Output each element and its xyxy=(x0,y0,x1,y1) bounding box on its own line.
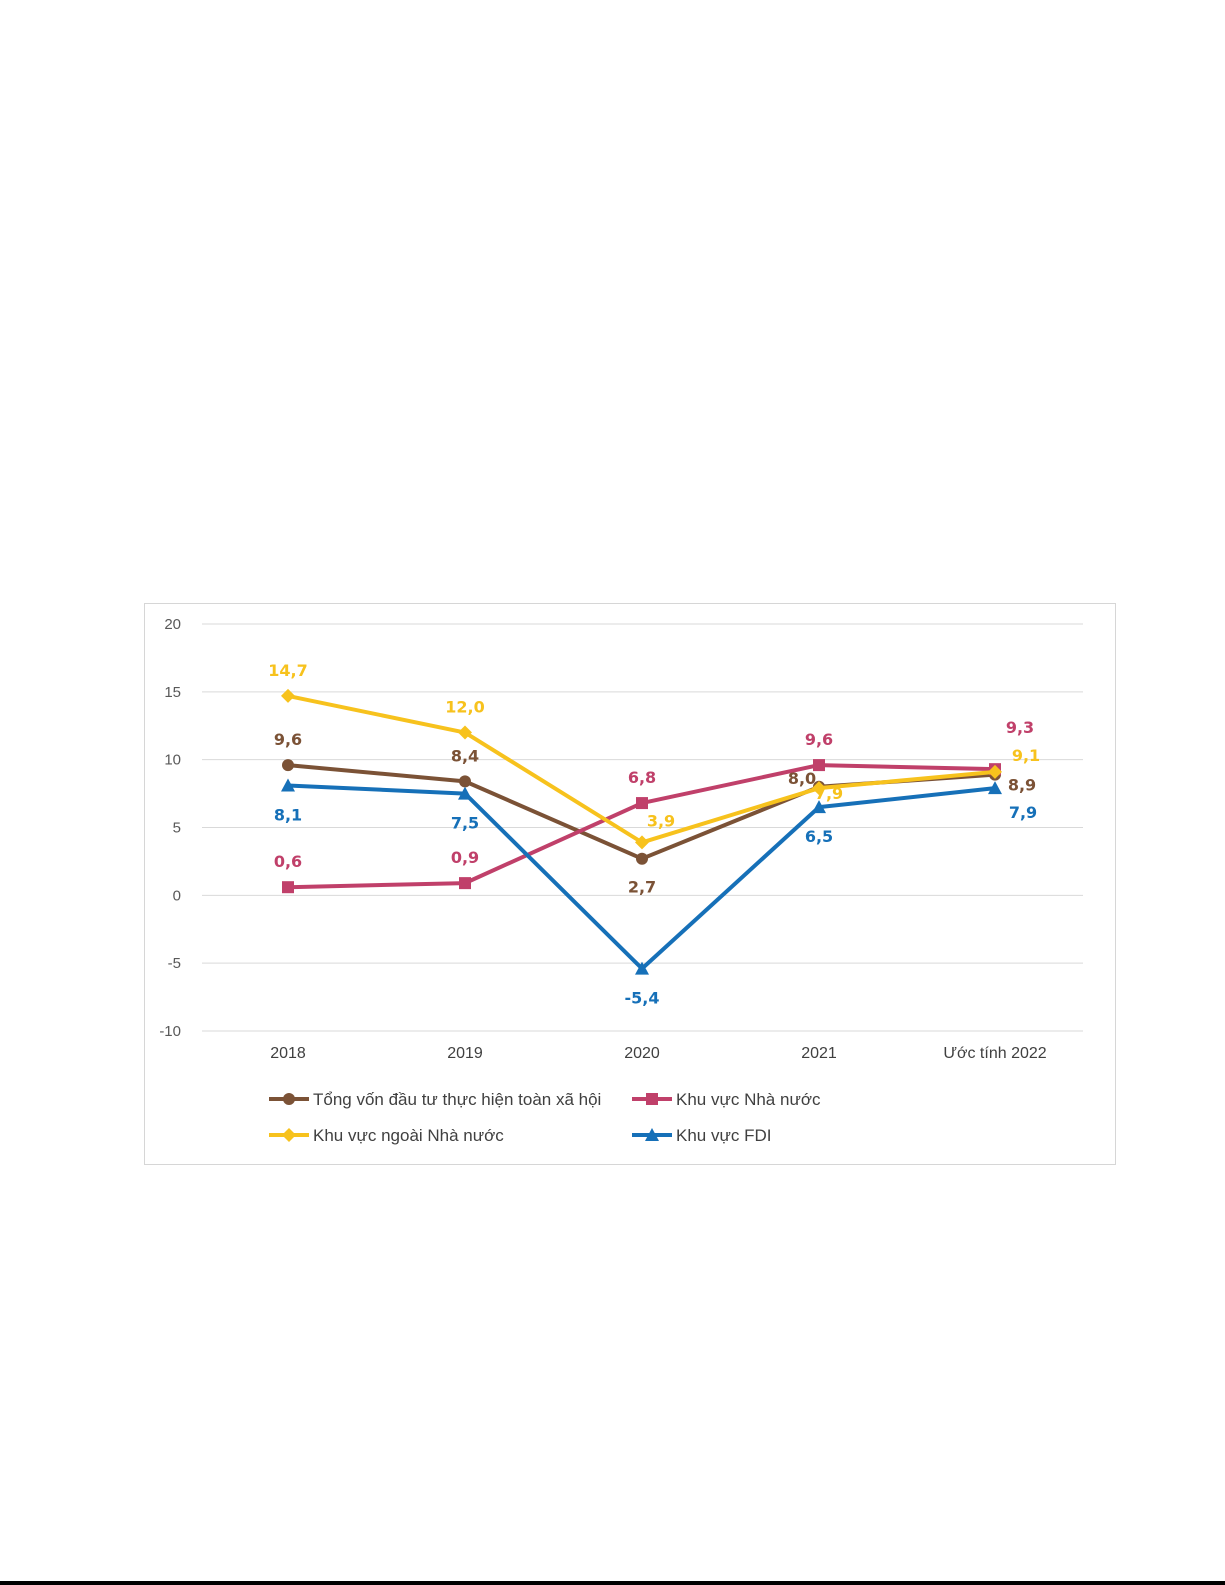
data-label: -5,4 xyxy=(625,989,660,1008)
legend-label: Khu vực ngoài Nhà nước xyxy=(313,1126,504,1145)
data-point xyxy=(282,759,294,772)
series-3 xyxy=(281,778,1002,975)
legend-marker xyxy=(645,1128,659,1141)
data-point xyxy=(636,852,648,865)
y-axis-ticks: 20 15 10 5 0 -5 -10 xyxy=(159,616,181,1040)
x-tick-label: 2020 xyxy=(624,1045,660,1062)
y-tick-label: 5 xyxy=(173,820,181,837)
legend-marker xyxy=(283,1093,295,1105)
data-point xyxy=(813,759,825,772)
legend-label: Khu vực Nhà nước xyxy=(676,1090,821,1109)
data-label: 9,3 xyxy=(1006,718,1034,737)
x-tick-label: 2018 xyxy=(270,1045,306,1062)
data-label: 12,0 xyxy=(445,698,484,717)
data-label: 0,6 xyxy=(274,852,302,871)
data-label: 2,7 xyxy=(628,878,656,897)
data-label: 6,8 xyxy=(628,768,656,787)
data-label: 7,9 xyxy=(1009,803,1037,822)
x-tick-label: 2021 xyxy=(801,1045,837,1062)
legend-label: Khu vực FDI xyxy=(676,1126,771,1145)
data-point xyxy=(635,835,649,850)
y-tick-label: -5 xyxy=(168,955,181,972)
data-label: 3,9 xyxy=(647,811,675,830)
legend-item: Khu vực Nhà nước xyxy=(632,1090,821,1109)
data-label: 7,5 xyxy=(451,814,479,833)
data-label: 8,9 xyxy=(1008,776,1036,795)
data-label: 9,6 xyxy=(805,730,833,749)
data-point xyxy=(988,764,1002,779)
data-point xyxy=(458,725,472,740)
data-label: 14,7 xyxy=(268,661,307,680)
data-label: 8,1 xyxy=(274,805,302,824)
data-point xyxy=(281,688,295,703)
data-point xyxy=(812,781,826,796)
legend-label: Tổng vốn đầu tư thực hiện toàn xã hội xyxy=(313,1090,601,1109)
y-tick-label: 0 xyxy=(173,887,181,904)
line-chart: 20 15 10 5 0 -5 -10 2018 2019 2020 2021 Ước tính 2… xyxy=(159,616,1083,1145)
data-point xyxy=(282,881,294,894)
data-point xyxy=(812,800,826,814)
chart-area: 20 15 10 5 0 -5 -10 2018 2019 2020 2021 Ước tính 2… xyxy=(144,603,1116,1165)
data-label: 9,1 xyxy=(1012,746,1040,765)
data-point xyxy=(988,781,1002,795)
x-tick-label: 2019 xyxy=(447,1045,483,1062)
data-point xyxy=(459,775,471,788)
series-lines xyxy=(281,688,1002,975)
legend-marker xyxy=(282,1128,296,1142)
legend: Tổng vốn đầu tư thực hiện toàn xã hội Khu… xyxy=(269,1090,821,1145)
legend-item: Khu vực ngoài Nhà nước xyxy=(269,1126,504,1145)
data-point xyxy=(459,877,471,890)
data-labels: 9,6 8,4 2,7 8,0 8,9 0,6 0,9 6,8 9,6 9,3 14,7 12,0 3,… xyxy=(268,661,1040,1008)
page-bottom-rule xyxy=(0,1581,1225,1585)
legend-item: Khu vực FDI xyxy=(632,1126,771,1145)
data-label: 0,9 xyxy=(451,848,479,867)
series-2 xyxy=(281,688,1002,850)
data-point xyxy=(636,797,648,810)
data-point xyxy=(458,786,472,800)
data-label: 8,0 xyxy=(788,769,816,788)
legend-item: Tổng vốn đầu tư thực hiện toàn xã hội xyxy=(269,1090,601,1109)
data-point xyxy=(635,961,649,975)
data-label: 7,9 xyxy=(815,784,843,803)
data-label: 6,5 xyxy=(805,827,833,846)
y-tick-label: 20 xyxy=(164,616,181,633)
y-tick-label: -10 xyxy=(159,1023,181,1040)
legend-marker xyxy=(646,1093,658,1105)
y-tick-label: 15 xyxy=(164,684,181,701)
data-label: 8,4 xyxy=(451,746,479,765)
data-point xyxy=(281,778,295,792)
series-1 xyxy=(282,759,1001,894)
data-label: 9,6 xyxy=(274,730,302,749)
x-axis-ticks: 2018 2019 2020 2021 Ước tính 2022 xyxy=(270,1045,1047,1062)
x-tick-label: Ước tính 2022 xyxy=(943,1045,1046,1062)
y-tick-label: 10 xyxy=(164,752,181,769)
